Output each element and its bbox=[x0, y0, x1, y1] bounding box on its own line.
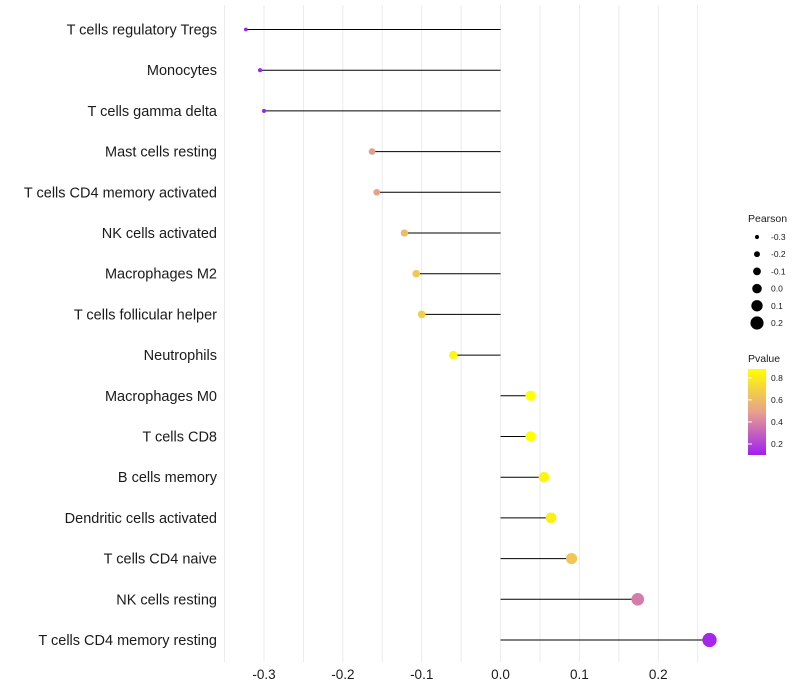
lollipop-point bbox=[525, 390, 536, 401]
category-label: T cells follicular helper bbox=[74, 307, 217, 323]
category-label: T cells CD4 memory activated bbox=[24, 185, 217, 201]
lollipop-point bbox=[400, 229, 409, 237]
category-label: Dendritic cells activated bbox=[65, 511, 217, 527]
color-legend-label: 0.2 bbox=[771, 439, 783, 449]
color-legend-bar bbox=[748, 369, 766, 455]
category-label: Macrophages M0 bbox=[105, 389, 217, 405]
lollipop-point bbox=[244, 27, 248, 32]
size-legend-label: 0.2 bbox=[771, 318, 783, 328]
category-label: NK cells resting bbox=[116, 592, 217, 608]
size-legend-key bbox=[752, 283, 762, 294]
color-legend-label: 0.4 bbox=[771, 417, 783, 427]
color-legend-label: 0.8 bbox=[771, 373, 783, 383]
category-label: T cells CD8 bbox=[142, 430, 217, 446]
size-legend-key bbox=[754, 251, 760, 258]
category-label: NK cells activated bbox=[102, 226, 217, 242]
size-legend-key bbox=[754, 234, 760, 240]
lollipop-point bbox=[449, 350, 458, 360]
x-tick-label: -0.2 bbox=[331, 667, 354, 682]
lollipop-stems bbox=[245, 29, 710, 641]
color-legend-label: 0.6 bbox=[771, 395, 783, 405]
x-tick-label: 0.1 bbox=[570, 667, 589, 682]
x-tick-label: -0.1 bbox=[410, 667, 433, 682]
lollipop-point bbox=[373, 188, 381, 196]
category-axis-labels: T cells regulatory Tregs Monocytes T cells… bbox=[24, 23, 218, 650]
category-label: Monocytes bbox=[147, 63, 217, 79]
lollipop-point bbox=[258, 68, 263, 73]
lollipop-point bbox=[412, 269, 420, 278]
size-legend-label: -0.3 bbox=[771, 232, 786, 242]
x-tick-label: 0.0 bbox=[491, 667, 510, 682]
size-legend-key bbox=[753, 267, 761, 276]
lollipop-point bbox=[631, 592, 645, 606]
size-legend-label: 0.1 bbox=[771, 301, 783, 311]
lollipop-point bbox=[565, 553, 578, 565]
size-legend-label: -0.2 bbox=[771, 249, 786, 259]
size-legend-title: Pearson bbox=[748, 213, 787, 225]
color-legend: Pvalue 0.8 0.6 0.4 0.2 bbox=[748, 353, 783, 455]
lollipop-point bbox=[702, 632, 717, 648]
color-legend-title: Pvalue bbox=[748, 353, 780, 365]
lollipop-point bbox=[545, 512, 557, 524]
size-legend-label: 0.0 bbox=[771, 284, 783, 294]
lollipop-point bbox=[525, 431, 536, 442]
x-tick-label: -0.3 bbox=[252, 667, 275, 682]
grid-lines bbox=[224, 5, 699, 662]
size-legend-key bbox=[750, 316, 764, 330]
category-label: Neutrophils bbox=[144, 348, 217, 364]
x-axis-tick-labels: -0.3 -0.2 -0.1 0.0 0.1 0.2 bbox=[252, 667, 667, 682]
category-label: T cells CD4 naive bbox=[104, 552, 217, 568]
size-legend-key bbox=[751, 300, 763, 312]
category-label: Macrophages M2 bbox=[105, 267, 217, 283]
category-label: B cells memory bbox=[118, 470, 218, 486]
category-label: T cells gamma delta bbox=[88, 104, 218, 120]
lollipop-points bbox=[244, 27, 717, 648]
size-legend: Pearson -0.3 -0.2 -0.1 0.0 0.1 0.2 bbox=[748, 213, 787, 330]
lollipop-point bbox=[368, 148, 376, 155]
lollipop-point bbox=[538, 471, 550, 483]
lollipop-point bbox=[417, 310, 426, 319]
x-tick-label: 0.2 bbox=[649, 667, 668, 682]
category-label: Mast cells resting bbox=[105, 145, 217, 161]
lollipop-point bbox=[261, 108, 267, 113]
size-legend-label: -0.1 bbox=[771, 266, 786, 276]
category-label: T cells regulatory Tregs bbox=[67, 23, 217, 39]
category-label: T cells CD4 memory resting bbox=[38, 633, 217, 649]
